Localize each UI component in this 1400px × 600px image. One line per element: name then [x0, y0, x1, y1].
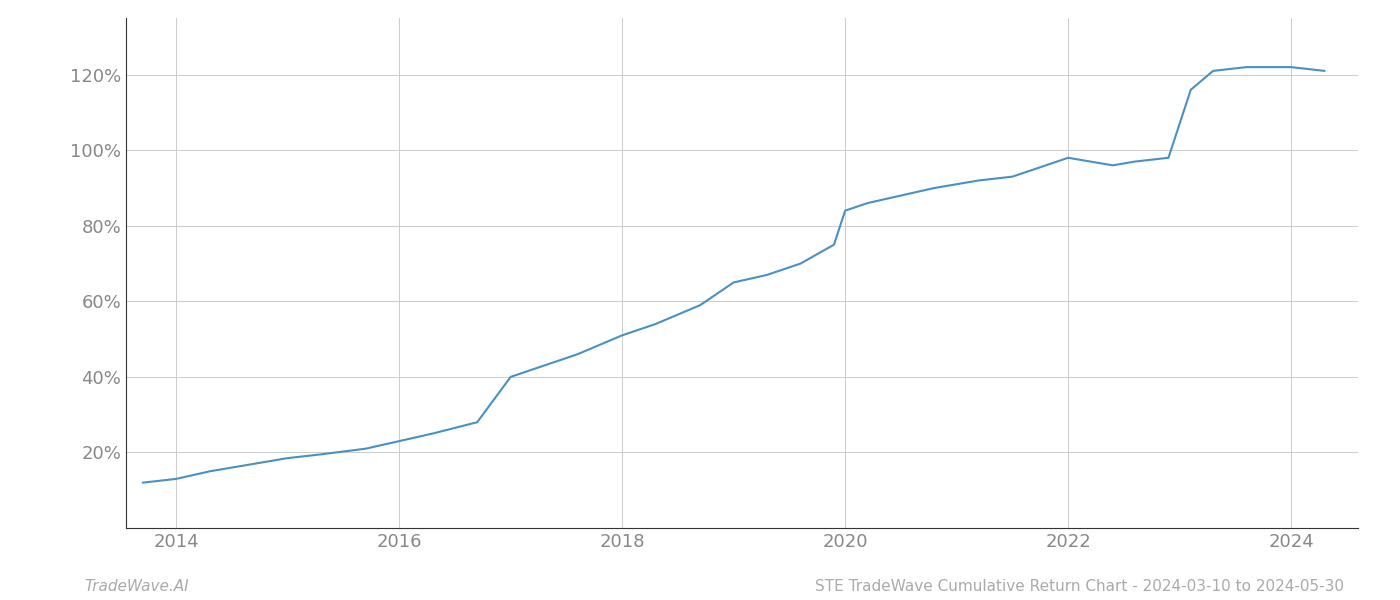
- Text: STE TradeWave Cumulative Return Chart - 2024-03-10 to 2024-05-30: STE TradeWave Cumulative Return Chart - …: [815, 579, 1344, 594]
- Text: TradeWave.AI: TradeWave.AI: [84, 579, 189, 594]
